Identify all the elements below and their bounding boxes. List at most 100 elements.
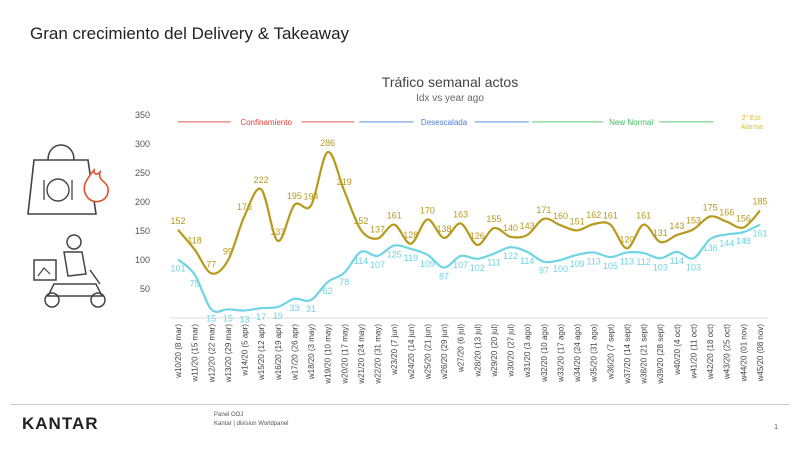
ooh-data-label: 122 — [503, 251, 518, 261]
delivery-data-label: 126 — [470, 231, 485, 241]
ooh-data-label: 107 — [453, 260, 468, 270]
x-tick-label: w21/20 (24 may) — [357, 324, 366, 385]
chart-title: Tráfico semanal actos — [381, 74, 519, 90]
phase-label: New Normal — [609, 118, 653, 127]
delivery-scooter-icon — [33, 234, 106, 308]
x-tick-label: w34/20 (24 ago) — [573, 324, 582, 383]
x-tick-label: w39/20 (28 sept) — [656, 324, 665, 385]
delivery-data-label: 138 — [437, 224, 452, 234]
x-tick-label: w15/20 (12 apr) — [257, 324, 266, 381]
delivery-data-label: 77 — [206, 259, 216, 269]
x-tick-label: w13/20 (29 mar) — [224, 324, 233, 384]
x-tick-label: w12/20 (22 mar) — [207, 324, 216, 384]
x-tick-label: w26/20 (29 jun) — [440, 324, 449, 380]
delivery-data-label: 160 — [553, 211, 568, 221]
ooh-data-label: 62 — [323, 286, 333, 296]
phase-label-bg — [230, 115, 302, 128]
delivery-data-label: 151 — [570, 216, 585, 226]
ooh-data-label: 17 — [256, 312, 266, 322]
delivery-data-label: 286 — [320, 138, 335, 148]
x-tick-label: w35/20 (31 ago) — [590, 324, 599, 383]
ooh-data-label: 78 — [339, 277, 349, 287]
delivery-data-label: 152 — [170, 216, 185, 226]
delivery-data-label: 222 — [254, 175, 269, 185]
x-tick-label: w29/20 (20 jul) — [490, 324, 499, 378]
ooh-data-label: 13 — [240, 314, 250, 324]
delivery-data-label: 120 — [619, 234, 634, 244]
ooh-data-label: 87 — [439, 272, 449, 282]
ooh-data-label: 33 — [289, 303, 299, 313]
slide-title: Gran crecimiento del Delivery & Takeaway — [30, 24, 350, 43]
delivery-data-label: 176 — [237, 202, 252, 212]
y-tick-label: 150 — [135, 226, 150, 236]
ooh-data-label: 109 — [570, 259, 585, 269]
x-tick-label: w41/20 (11 oct) — [689, 324, 698, 380]
phase-label: Desescalada — [421, 118, 468, 127]
ooh-data-label: 15 — [206, 313, 216, 323]
kantar-logo: KANTAR — [22, 414, 99, 433]
delivery-data-label: 166 — [719, 208, 734, 218]
ooh-data-label: 101 — [170, 263, 185, 273]
ooh-data-label: 107 — [370, 260, 385, 270]
ooh-data-label: 111 — [487, 258, 501, 268]
delivery-data-label: 140 — [503, 223, 518, 233]
delivery-data-label: 153 — [686, 215, 701, 225]
delivery-data-label: 163 — [453, 209, 468, 219]
delivery-data-label: 99 — [223, 247, 233, 257]
ooh-data-label: 19 — [273, 311, 283, 321]
x-tick-label: w20/20 (17 may) — [340, 324, 349, 385]
shopping-bag-flame-icon — [27, 144, 109, 215]
chart-subtitle: Idx vs year ago — [416, 93, 484, 104]
y-tick-label: 200 — [135, 197, 150, 207]
ooh-data-label: 109 — [420, 259, 435, 269]
delivery-data-label: 143 — [520, 221, 535, 231]
x-tick-label: w14/20 (5 apr) — [241, 324, 250, 377]
x-tick-label: w37/20 (14 sept) — [623, 324, 632, 385]
x-tick-label: w19/20 (10 may) — [324, 324, 333, 385]
delivery-data-label: 162 — [586, 210, 601, 220]
footer-divider — [10, 404, 790, 405]
phase-label: 2º Est. — [741, 115, 762, 122]
x-tick-label: w42/20 (18 oct) — [706, 324, 715, 380]
ooh-data-label: 31 — [306, 304, 316, 314]
ooh-data-label: 15 — [223, 313, 233, 323]
y-tick-label: 350 — [135, 110, 150, 120]
y-tick-label: 100 — [135, 255, 150, 265]
ooh-data-label: 105 — [603, 261, 618, 271]
x-tick-label: w43/20 (25 oct) — [723, 324, 732, 380]
x-tick-label: w18/20 (3 may) — [307, 324, 316, 380]
delivery-data-label: 131 — [653, 228, 668, 238]
x-tick-label: w31/20 (3 ago) — [523, 324, 532, 379]
x-tick-label: w36/20 (7 sept) — [606, 324, 615, 380]
ooh-data-label: 136 — [703, 243, 718, 253]
delivery-data-label: 185 — [752, 197, 767, 207]
delivery-data-label: 143 — [669, 221, 684, 231]
source-line-2: Kantar | division Worldpanel — [214, 421, 289, 427]
x-tick-label: w30/20 (27 jul) — [507, 324, 516, 378]
x-tick-label: w24/20 (14 jun) — [407, 324, 416, 380]
phase-label-bg — [713, 115, 790, 128]
ooh-data-label: 75 — [190, 279, 200, 289]
delivery-data-label: 156 — [736, 214, 751, 224]
delivery-data-label: 133 — [270, 227, 285, 237]
delivery-takeaway-line — [177, 151, 761, 275]
x-tick-label: w28/20 (13 jul) — [473, 324, 482, 378]
ooh-data-label: 114 — [520, 256, 534, 266]
delivery-data-label: 170 — [420, 205, 435, 215]
x-tick-label: w10/20 (8 mar) — [174, 324, 183, 379]
x-tick-label: w17/20 (26 apr) — [290, 324, 299, 381]
delivery-data-label: 175 — [703, 203, 718, 213]
ooh-data-label: 119 — [404, 253, 418, 263]
ooh-data-label: 114 — [354, 256, 368, 266]
phase-label-bg — [413, 115, 475, 128]
y-tick-label: 50 — [140, 284, 150, 294]
ooh-data-label: 161 — [752, 229, 767, 239]
x-tick-label: w23/20 (7 jun) — [390, 324, 399, 376]
x-tick-label: w25/20 (21 jun) — [423, 324, 432, 380]
delivery-data-label: 161 — [387, 211, 402, 221]
ooh-data-label: 100 — [553, 264, 568, 274]
x-tick-label: w40/20 (4 oct) — [673, 324, 682, 376]
x-tick-label: w11/20 (15 mar) — [191, 324, 200, 383]
delivery-data-label: 152 — [353, 216, 368, 226]
ooh-data-label: 112 — [636, 257, 650, 267]
